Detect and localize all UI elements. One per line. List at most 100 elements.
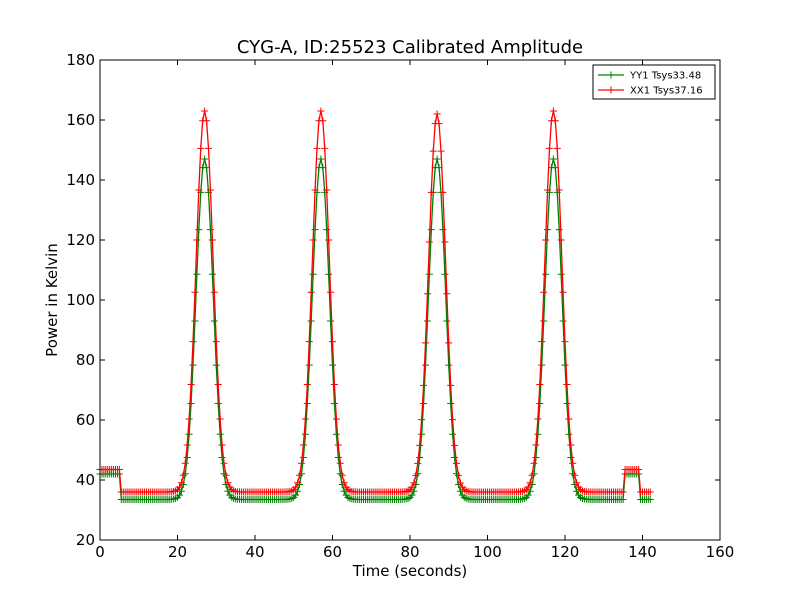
data-point — [327, 317, 335, 325]
data-point — [414, 459, 422, 467]
data-point — [532, 441, 540, 449]
data-point — [561, 338, 569, 346]
data-point — [425, 270, 433, 278]
data-point — [546, 144, 553, 152]
data-point — [427, 188, 435, 196]
data-point — [299, 441, 307, 449]
data-point — [443, 290, 451, 298]
y-tick-label: 80 — [76, 351, 95, 369]
data-point — [216, 415, 224, 423]
data-point — [330, 381, 338, 389]
x-tick-label: 160 — [706, 543, 735, 561]
data-point — [571, 471, 579, 479]
legend-marker — [607, 86, 615, 94]
data-point — [416, 453, 424, 461]
data-point — [563, 381, 571, 389]
data-point — [555, 186, 563, 194]
data-point — [422, 361, 429, 369]
data-point — [542, 270, 550, 278]
data-point — [524, 491, 532, 499]
data-point — [551, 117, 559, 125]
data-point — [309, 270, 317, 278]
data-point — [334, 441, 342, 449]
series-2 — [96, 107, 654, 496]
x-tick-label: 40 — [245, 543, 264, 561]
data-point — [423, 317, 431, 325]
data-point — [453, 459, 460, 467]
legend-marker — [607, 71, 615, 79]
data-point — [549, 155, 557, 163]
data-point — [567, 453, 575, 461]
x-tick-label: 140 — [628, 543, 657, 561]
data-point — [408, 483, 416, 491]
data-point — [307, 317, 315, 325]
data-point — [332, 430, 340, 438]
data-point — [454, 471, 462, 479]
data-point — [412, 471, 420, 479]
data-point — [187, 399, 195, 407]
y-tick-label: 180 — [66, 51, 95, 69]
data-point — [305, 338, 313, 346]
data-point — [565, 415, 573, 423]
data-point — [528, 471, 536, 479]
data-point — [441, 270, 449, 278]
data-point — [565, 430, 573, 438]
data-point — [189, 338, 197, 346]
data-point — [307, 288, 315, 296]
data-point — [311, 186, 319, 194]
data-point — [222, 471, 230, 479]
data-point — [330, 399, 338, 407]
data-point — [536, 381, 544, 389]
data-point — [445, 361, 453, 369]
data-point — [410, 479, 418, 487]
data-point — [191, 288, 199, 296]
data-point — [553, 144, 561, 152]
data-point — [433, 110, 441, 118]
data-point — [443, 317, 451, 325]
x-axis-label: Time (seconds) — [352, 562, 468, 580]
x-tick-label: 100 — [473, 543, 502, 561]
data-point — [338, 471, 346, 479]
data-point — [563, 399, 571, 407]
data-point — [323, 226, 331, 234]
data-point — [526, 479, 534, 487]
data-point — [218, 453, 226, 461]
data-point — [567, 441, 575, 449]
data-point — [206, 186, 214, 194]
data-point — [559, 288, 567, 296]
data-point — [449, 416, 457, 424]
data-point — [540, 317, 548, 325]
data-point — [418, 416, 426, 424]
data-point — [542, 236, 550, 244]
series-layer — [96, 107, 654, 503]
data-point — [540, 288, 548, 296]
data-point — [189, 361, 197, 369]
data-point — [224, 479, 232, 487]
data-point — [179, 471, 187, 479]
data-point — [193, 270, 201, 278]
data-point — [317, 107, 325, 115]
data-point — [573, 479, 581, 487]
chart-title: CYG-A, ID:25523 Calibrated Amplitude — [237, 37, 583, 58]
legend: YY1 Tsys33.48 XX1 Tsys37.16 — [592, 64, 716, 100]
data-point — [175, 483, 183, 491]
data-point — [336, 459, 344, 467]
data-point — [183, 441, 191, 449]
data-point — [292, 491, 300, 499]
y-tick-label: 140 — [66, 171, 95, 189]
data-point — [557, 236, 565, 244]
data-point — [646, 488, 654, 496]
data-point — [532, 453, 540, 461]
data-point — [449, 430, 457, 438]
x-tick-label: 80 — [400, 543, 419, 561]
data-point — [437, 147, 445, 155]
axis-ticks: 0 20 40 60 80 100 120 140 1602040608010012014016… — [66, 51, 734, 561]
data-point — [321, 144, 329, 152]
data-point — [210, 288, 218, 296]
data-point — [524, 483, 532, 491]
data-point — [619, 488, 627, 496]
data-point — [301, 415, 309, 423]
data-point — [530, 459, 538, 467]
data-point — [456, 479, 464, 487]
data-point — [195, 186, 203, 194]
